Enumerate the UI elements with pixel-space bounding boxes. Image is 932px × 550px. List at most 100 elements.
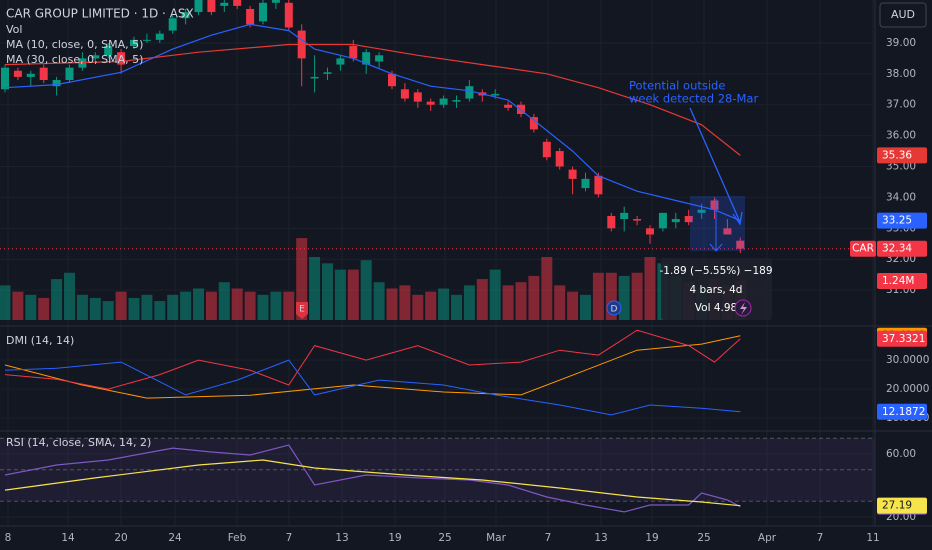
symbol-tag-bg: [850, 240, 876, 257]
volume-bar: [25, 294, 37, 320]
candle-body: [65, 67, 74, 81]
volume-bar: [502, 285, 514, 320]
measure-text: 4 bars, 4d: [690, 284, 743, 296]
earnings-label[interactable]: E: [299, 305, 305, 315]
candle-body: [594, 175, 603, 195]
series-line: [4, 23, 741, 222]
y-tick-label: 37.00: [886, 99, 916, 111]
y-tick-label: 39.00: [886, 37, 916, 49]
volume-bar: [141, 294, 153, 320]
x-tick-label: Mar: [486, 532, 506, 544]
candle-body: [310, 76, 319, 79]
candle-body: [581, 178, 590, 189]
candle-body: [607, 215, 616, 229]
measure-text: -1.89 (−5.55%) −189: [659, 265, 772, 277]
candle-body: [259, 2, 267, 22]
x-tick-label: 19: [388, 532, 401, 544]
volume-bar: [257, 294, 269, 320]
candle-body: [362, 52, 371, 65]
volume-bar: [205, 291, 217, 320]
volume-bar: [438, 288, 450, 320]
currency[interactable]: AUD: [891, 8, 915, 21]
volume-bar: [12, 291, 24, 320]
candle-body: [181, 12, 190, 19]
volume-bar: [515, 282, 527, 320]
x-tick-label: 7: [817, 532, 824, 544]
candle-body: [246, 8, 255, 25]
candle-body: [323, 72, 332, 74]
candle-body: [400, 89, 409, 99]
price-label: 37.3321: [882, 333, 925, 345]
candle-body: [491, 93, 500, 96]
volume-bar: [386, 288, 398, 320]
candle-body: [39, 67, 48, 81]
currency-button[interactable]: [879, 2, 927, 28]
y-tick-label: 60.00: [886, 448, 916, 460]
candle-body: [284, 2, 293, 28]
volume-bar: [51, 279, 63, 320]
volume-bar: [528, 275, 540, 320]
volume-bar: [541, 257, 553, 320]
ideas-icon: [740, 302, 747, 315]
dividend-label[interactable]: D: [611, 305, 618, 315]
x-tick-label: Feb: [228, 532, 247, 544]
volume-bar: [38, 297, 50, 320]
volume-legend: Vol: [6, 23, 22, 36]
candle-body: [168, 18, 177, 31]
candle-body: [555, 151, 564, 167]
y-tick-label: 34.00: [886, 191, 916, 203]
candle-body: [13, 70, 22, 77]
y-tick-label: 36.00: [886, 130, 916, 142]
volume-bar: [476, 279, 488, 320]
candle-body: [220, 2, 229, 6]
price-label: 35.36: [882, 149, 912, 161]
series-line: [4, 335, 741, 399]
candle-body: [142, 39, 151, 41]
dividend-marker[interactable]: [606, 300, 622, 316]
volume-bar: [154, 301, 166, 320]
candle-body: [388, 73, 396, 87]
volume-bar: [270, 291, 282, 320]
x-tick-label: 11: [866, 532, 879, 544]
volume-bar: [451, 294, 462, 320]
volume-bar: [231, 288, 243, 320]
candle-body: [413, 92, 422, 102]
candle-body: [646, 228, 654, 235]
price-label-bg: [877, 272, 927, 289]
y-tick-label: 38.00: [886, 68, 916, 80]
volume-bar: [631, 272, 643, 320]
volume-bar: [296, 238, 308, 320]
volume-bar: [463, 285, 475, 320]
volume-bar: [489, 269, 501, 320]
measure-text: Vol 4.98: [695, 302, 737, 314]
candle-body: [52, 80, 61, 87]
candle-body: [130, 39, 138, 47]
volume-bar: [76, 294, 88, 320]
candle-body: [736, 240, 745, 249]
earnings-marker[interactable]: [296, 302, 308, 319]
volume-bar: [618, 275, 630, 320]
annotation: Potential outside: [629, 79, 725, 93]
x-tick-label: 7: [545, 532, 552, 544]
series-line: [4, 359, 741, 416]
candle-body: [194, 0, 203, 13]
y-tick-label: 30.0000: [886, 354, 929, 366]
candle-body: [271, 0, 280, 3]
price-label-bg: [877, 147, 927, 164]
volume-bar: [399, 285, 411, 320]
annotation-arrow: [689, 107, 741, 223]
candle-body: [671, 219, 680, 223]
volume-bar: [567, 291, 579, 320]
y-tick-label: 20.0000: [886, 383, 929, 395]
price-label-bg: [877, 330, 927, 347]
candle-body: [336, 58, 345, 65]
price-label: 12.1872: [882, 406, 925, 418]
ma-legend: MA (10, close, 0, SMA, 5): [6, 38, 143, 51]
y-tick-label: 35.00: [886, 161, 916, 173]
price-label: 1.24M: [882, 275, 914, 287]
volume-bar: [218, 282, 230, 320]
candle-body: [465, 86, 474, 99]
candle-body: [1, 67, 9, 90]
annotation-arrowhead: [732, 211, 743, 226]
chart-title: CAR GROUP LIMITED · 1D · ASX: [6, 7, 194, 21]
